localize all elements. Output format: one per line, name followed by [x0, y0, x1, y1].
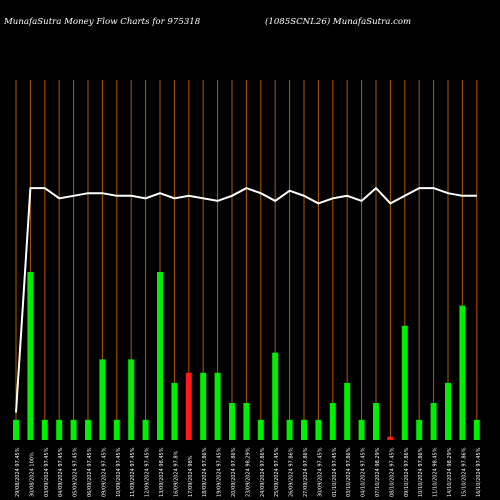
x-tick-label: 20/09/2024 97.86%	[231, 447, 237, 497]
money-flow-bar	[243, 403, 250, 440]
x-tick-label: 18/09/2024 97.86%	[202, 447, 208, 497]
money-flow-bar	[430, 403, 437, 440]
money-flow-bar	[200, 372, 207, 440]
x-tick-label: 27/09/2024 97.86%	[303, 447, 309, 497]
money-flow-bar	[70, 419, 77, 440]
x-tick-label: 01/10/2024 97.45%	[332, 447, 338, 497]
x-tick-label: 25/09/2024 97.45%	[274, 447, 280, 497]
x-tick-label: 10/10/2024 97.86%	[418, 447, 424, 497]
money-flow-bar	[257, 419, 264, 440]
money-flow-bar	[301, 419, 307, 440]
x-tick-label: 14/10/2024 98.29%	[447, 447, 453, 497]
x-tick-label: 30/08/2024 100%	[29, 452, 35, 497]
x-tick-label: 03/09/2024 97.45%	[44, 447, 50, 497]
money-flow-bar	[401, 325, 408, 440]
money-flow-bar	[373, 403, 379, 440]
x-tick-label: 05/09/2024 97.45%	[73, 447, 79, 497]
money-flow-bar	[27, 272, 34, 440]
money-flow-bar	[473, 419, 480, 440]
x-tick-label: 11/10/2024 98.45%	[433, 447, 439, 497]
money-flow-bar	[185, 372, 192, 440]
x-tick-label: 03/10/2024 97.86%	[346, 447, 352, 497]
x-tick-label: 09/09/2024 97.45%	[101, 447, 107, 497]
x-tick-label: 09/10/2024 97.86%	[404, 447, 410, 497]
money-flow-bar	[229, 403, 235, 440]
x-tick-label: 04/10/2024 97.45%	[361, 447, 367, 497]
money-flow-bar	[128, 359, 135, 440]
x-tick-label: 12/09/2024 97.45%	[145, 447, 151, 497]
money-flow-bar	[387, 436, 394, 440]
bars	[13, 272, 480, 440]
money-flow-bar	[41, 419, 48, 440]
x-tick-label: 19/09/2024 97.45%	[217, 447, 223, 497]
money-flow-bar	[99, 359, 106, 440]
money-flow-bar	[344, 382, 351, 440]
x-tick-label: 06/09/2024 97.45%	[87, 447, 93, 497]
x-tick-label: 24/09/2024 97.86%	[260, 447, 266, 497]
money-flow-bar	[13, 419, 19, 440]
money-flow-bar	[445, 382, 451, 440]
money-flow-bar	[459, 305, 466, 440]
x-tick-label: 11/09/2024 97.45%	[130, 447, 136, 497]
x-tick-label: 10/09/2024 97.45%	[116, 447, 122, 497]
money-flow-bar	[214, 372, 221, 440]
x-tick-label: 16/10/2024 97.45%	[476, 447, 482, 497]
chart-title: MunafaSutra Money Flow Charts for 975318	[4, 17, 201, 27]
x-tick-label: 17/09/2024 98%	[188, 455, 194, 497]
x-tick-label: 23/09/2024 98.29%	[245, 447, 251, 497]
x-tick-label: 30/09/2024 97.45%	[317, 447, 323, 497]
money-flow-line	[15, 186, 477, 413]
x-tick-label: 16/09/2024 97.8%	[173, 450, 179, 497]
x-tick-label: 07/10/2024 98.29%	[375, 447, 381, 497]
x-tick-label: 26/09/2024 97.86%	[289, 447, 295, 497]
x-tick-label: 08/10/2024 97.45%	[389, 447, 395, 497]
money-flow-bar	[358, 419, 365, 440]
x-tick-label: 15/10/2024 97.86%	[461, 447, 467, 497]
x-tick-label: 29/08/2024 97.45%	[15, 447, 21, 497]
x-axis-labels: 29/08/2024 97.45% 30/08/2024 100% 03/09/20…	[15, 447, 482, 497]
money-flow-bar	[315, 419, 322, 440]
money-flow-bar	[329, 403, 336, 440]
x-tick-label: 04/09/2024 97.45%	[58, 447, 64, 497]
money-flow-bar	[171, 382, 178, 440]
money-flow-bar	[113, 419, 120, 440]
money-flow-bar	[286, 419, 293, 440]
money-flow-bar	[85, 419, 91, 440]
money-flow-bar	[56, 419, 63, 440]
x-tick-label: 13/09/2024 98.45%	[159, 447, 165, 497]
money-flow-bar	[416, 419, 423, 440]
money-flow-bar	[142, 419, 149, 440]
chart-subtitle: (1085SCNL26) MunafaSutra.com	[265, 17, 412, 27]
money-flow-bar	[272, 352, 279, 440]
money-flow-bar	[157, 272, 163, 440]
